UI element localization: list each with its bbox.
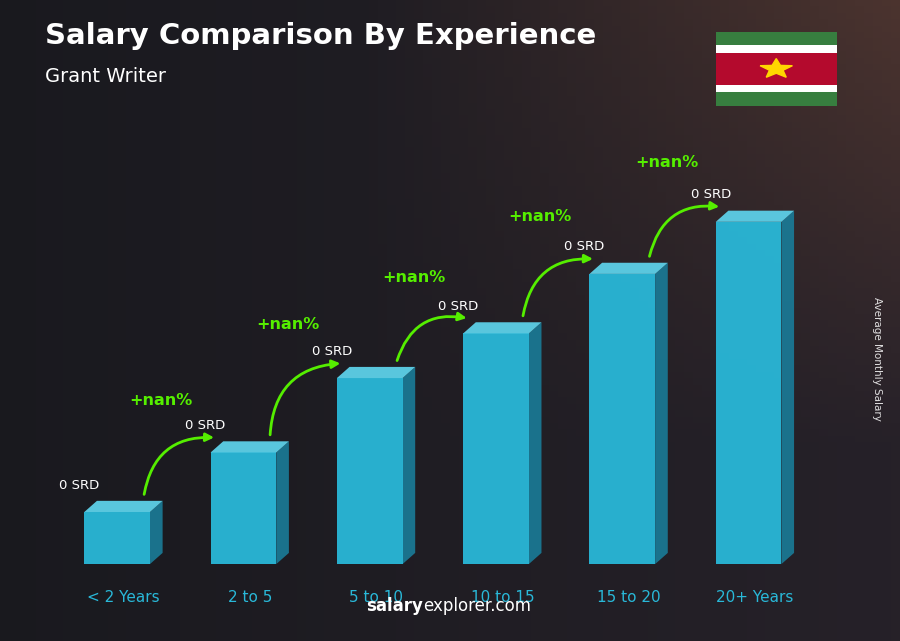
Bar (716, 32, 837, 46)
Polygon shape (402, 367, 415, 564)
Text: +nan%: +nan% (130, 393, 193, 408)
Text: 15 to 20: 15 to 20 (597, 590, 661, 605)
Bar (716, 53, 837, 85)
Polygon shape (211, 441, 289, 453)
Text: Salary Comparison By Experience: Salary Comparison By Experience (45, 22, 596, 51)
Polygon shape (529, 322, 542, 564)
Text: +nan%: +nan% (634, 154, 698, 170)
Text: +nan%: +nan% (382, 270, 446, 285)
Polygon shape (85, 501, 163, 512)
Text: Grant Writer: Grant Writer (45, 67, 166, 87)
Text: 0 SRD: 0 SRD (438, 300, 478, 313)
Bar (716, 46, 837, 53)
Polygon shape (337, 367, 415, 378)
Text: salary: salary (366, 597, 423, 615)
Bar (337, 378, 402, 564)
Text: 0 SRD: 0 SRD (185, 419, 226, 432)
Bar (211, 453, 276, 564)
Text: 10 to 15: 10 to 15 (471, 590, 534, 605)
Text: +nan%: +nan% (256, 317, 320, 331)
Bar (590, 274, 655, 564)
Bar (716, 92, 837, 106)
Bar (716, 222, 781, 564)
Text: explorer.com: explorer.com (423, 597, 531, 615)
Polygon shape (276, 441, 289, 564)
Polygon shape (781, 211, 794, 564)
Bar (85, 512, 150, 564)
Polygon shape (655, 263, 668, 564)
Text: 0 SRD: 0 SRD (311, 345, 352, 358)
Polygon shape (716, 211, 794, 222)
Polygon shape (464, 322, 542, 333)
Text: 2 to 5: 2 to 5 (228, 590, 272, 605)
Text: 20+ Years: 20+ Years (716, 590, 794, 605)
Polygon shape (150, 501, 163, 564)
Text: Average Monthly Salary: Average Monthly Salary (872, 297, 883, 421)
Polygon shape (760, 58, 792, 78)
Text: +nan%: +nan% (508, 209, 572, 224)
Polygon shape (590, 263, 668, 274)
Bar (716, 85, 837, 92)
Text: 0 SRD: 0 SRD (690, 188, 731, 201)
Text: 0 SRD: 0 SRD (564, 240, 605, 253)
Text: < 2 Years: < 2 Years (87, 590, 160, 605)
Text: 0 SRD: 0 SRD (59, 479, 99, 492)
Text: 5 to 10: 5 to 10 (349, 590, 403, 605)
Bar (464, 333, 529, 564)
